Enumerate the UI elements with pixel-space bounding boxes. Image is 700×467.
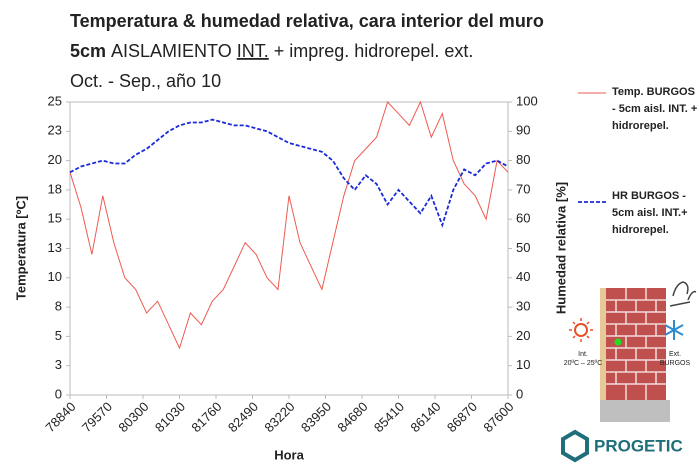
exterior-city: BURGOS <box>660 360 691 367</box>
y2-tick-label: 100 <box>516 93 538 108</box>
x-tick-label: 84680 <box>334 399 370 435</box>
x-tick-label: 86870 <box>444 399 480 435</box>
y2-tick-label: 50 <box>516 240 530 255</box>
x-tick-label: 80300 <box>115 399 151 435</box>
subtitle-part: + impreg. hidrorepel. ext. <box>274 41 474 61</box>
y2-tick-label: 80 <box>516 152 530 167</box>
y-tick-label: 25 <box>48 93 62 108</box>
x-tick-label: 81760 <box>188 399 224 435</box>
y2-tick-label: 30 <box>516 299 530 314</box>
series-line <box>69 100 509 350</box>
chart-period: Oct. - Sep., año 10 <box>70 71 221 91</box>
subtitle-part: 5cm <box>70 41 106 61</box>
x-tick-label: 83220 <box>261 399 297 435</box>
legend-entry: Temp. BURGOS - 5cm aisl. INT. + hidrorep… <box>612 86 698 132</box>
logo-icon <box>561 429 589 463</box>
subtitle-part: AISLAMIENTO <box>111 41 232 61</box>
exterior-label: Ext. <box>669 351 681 358</box>
logo: PROGETIC <box>594 436 683 455</box>
y-tick-label: 8 <box>55 299 62 314</box>
x-tick-label: 82490 <box>225 399 261 435</box>
y2-tick-label: 70 <box>516 181 530 196</box>
interior-range: 20ºC – 25ºC <box>564 360 603 367</box>
y2-axis-title: Humedad relativa [%] <box>553 182 568 314</box>
x-tick-label: 85410 <box>371 399 407 435</box>
x-axis-title: Hora <box>274 447 304 462</box>
x-tick-label: 86140 <box>407 399 443 435</box>
y-tick-label: 0 <box>55 386 62 401</box>
plot-frame <box>69 101 509 396</box>
series-line <box>69 118 509 228</box>
y-tick-label: 10 <box>48 269 62 284</box>
y2-tick-label: 20 <box>516 328 530 343</box>
chart-title: Temperatura & humedad relativa, cara int… <box>70 11 544 31</box>
x-tick-label: 78840 <box>42 399 78 435</box>
x-tick-label: 83950 <box>298 399 334 435</box>
y2-tick-label: 60 <box>516 211 530 226</box>
y-tick-label: 5 <box>55 328 62 343</box>
interior-label: Int. <box>578 351 588 358</box>
subtitle-part: INT. <box>237 41 269 61</box>
legend-entry: HR BURGOS - 5cm aisl. INT.+ hidrorepel. <box>612 190 688 236</box>
y2-tick-label: 0 <box>516 386 523 401</box>
y-tick-label: 3 <box>55 357 62 372</box>
y-tick-label: 18 <box>48 181 62 196</box>
x-tick-label: 87600 <box>480 399 516 435</box>
y-tick-label: 23 <box>48 123 62 138</box>
y-tick-label: 20 <box>48 152 62 167</box>
y-tick-label: 13 <box>48 240 62 255</box>
y2-tick-label: 90 <box>516 123 530 138</box>
x-tick-label: 79570 <box>79 399 115 435</box>
y-tick-label: 15 <box>48 211 62 226</box>
y2-tick-label: 40 <box>516 269 530 284</box>
x-tick-label: 81030 <box>152 399 188 435</box>
wall-illustration <box>569 281 697 422</box>
y2-tick-label: 10 <box>516 357 530 372</box>
chart-subtitle: 5cm AISLAMIENTO INT. + impreg. hidrorepel. … <box>70 41 473 61</box>
y-axis-title: Temperatura [ºC] <box>13 196 28 300</box>
